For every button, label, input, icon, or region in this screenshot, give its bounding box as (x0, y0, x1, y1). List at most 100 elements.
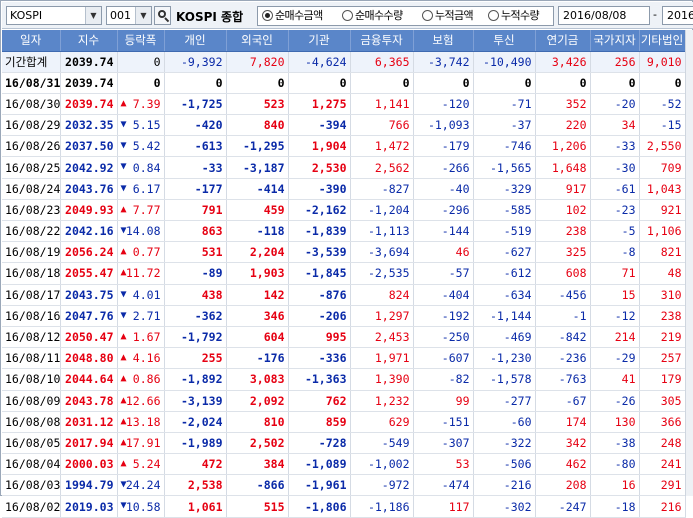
other-corp-cell: 2,550 (639, 135, 686, 158)
government-cell: -30 (590, 156, 640, 179)
financial-investment-cell: 1,141 (350, 93, 414, 116)
individual-cell: 531 (164, 241, 227, 264)
table-row[interactable]: 16/08/31 2039.74 0 0 0 0 0 0 0 0 0 0 (2, 72, 686, 94)
col-header-institution[interactable]: 기관 (288, 30, 351, 52)
table-row[interactable]: 16/08/29 2032.35 ▼ 5.15 -420 840 -394 766 -1,093… (2, 114, 686, 137)
index-cell: 2056.24 (60, 241, 118, 264)
index-cell: 2031.12 (60, 411, 118, 433)
financial-investment-cell: 629 (350, 411, 414, 433)
col-header-insurance[interactable]: 보험 (413, 30, 474, 52)
col-header-change[interactable]: 등락폭 (117, 30, 165, 52)
col-header-pension[interactable]: 연기금 (535, 30, 591, 52)
radio-cumulative-amount[interactable]: 누적금액 (422, 9, 474, 23)
radio-unselected-icon[interactable] (342, 10, 353, 21)
table-row[interactable]: 16/08/22 2042.16 ▼ 14.08 863 -118 -1,839 -1,113… (2, 220, 686, 243)
date-cell: 16/08/03 (2, 474, 61, 497)
col-header-financial-investment[interactable]: 금융투자 (350, 30, 414, 52)
table-row[interactable]: 16/08/26 2037.50 ▼ 5.42 -613 -1,295 1,904 1,472… (2, 135, 686, 158)
col-header-individual[interactable]: 개인 (164, 30, 227, 52)
date-to-field[interactable]: 2016/08/31 (662, 6, 693, 25)
investment-trust-cell: -612 (473, 262, 536, 285)
code-select[interactable]: 001 ▼ (106, 6, 152, 25)
table-row[interactable]: 16/08/23 2049.93 ▲ 7.77 791 459 -2,162 -1,204 -2… (2, 199, 686, 222)
table-row[interactable]: 16/08/17 2043.75 ▼ 4.01 438 142 -876 824 -404 -63… (2, 284, 686, 306)
financial-investment-cell: -1,113 (350, 220, 414, 243)
search-button[interactable] (154, 6, 171, 25)
summary-row[interactable]: 기간합계 2039.74 0 -9,392 7,820 -4,624 6,365 -3,742… (2, 51, 686, 73)
investment-trust-cell: -322 (473, 432, 536, 455)
government-cell: 15 (590, 284, 640, 306)
other-corp-cell: 48 (639, 262, 686, 285)
table-row[interactable]: 16/08/12 2050.47 ▲ 1.67 -1,792 604 995 2,453 -25… (2, 326, 686, 349)
change-value: 6.17 (132, 181, 161, 196)
institution-cell: -1,806 (288, 495, 351, 518)
table-row[interactable]: 16/08/04 2000.03 ▲ 5.24 472 384 -1,089 -1,002 53… (2, 453, 686, 476)
index-cell: 2043.76 (60, 178, 118, 200)
other-corp-cell: 257 (639, 347, 686, 370)
individual-cell: -177 (164, 178, 227, 200)
institution-cell: -728 (288, 432, 351, 455)
radio-net-buy-volume[interactable]: 순매수수량 (342, 9, 403, 23)
radio-selected-icon[interactable] (262, 10, 273, 21)
index-cell: 2042.16 (60, 220, 118, 243)
col-header-government[interactable]: 국가지자 (590, 30, 640, 52)
other-corp-cell: 0 (639, 72, 686, 94)
individual-cell: -613 (164, 135, 227, 158)
col-header-other-corp[interactable]: 기타법인 (639, 30, 686, 52)
investment-trust-cell: -10,490 (473, 51, 536, 73)
date-from-field[interactable]: 2016/08/08 (558, 6, 650, 25)
table-row[interactable]: 16/08/09 2043.78 ▲ 12.66 -3,139 2,092 762 1,232… (2, 390, 686, 412)
index-cell: 2037.50 (60, 135, 118, 158)
table-row[interactable]: 16/08/30 2039.74 ▲ 7.39 -1,725 523 1,275 1,141-… (2, 93, 686, 116)
vertical-scrollbar[interactable] (685, 30, 693, 496)
change-value: 0 (153, 75, 161, 90)
other-corp-cell: 216 (639, 495, 686, 518)
financial-investment-cell: 1,390 (350, 368, 414, 391)
table-row[interactable]: 16/08/18 2055.47 ▲ 11.72 -89 1,903 -1,845 -2,53… (2, 262, 686, 285)
table-row[interactable]: 16/08/03 1994.79 ▼ 24.24 2,538 -866 -1,961 -972… (2, 474, 686, 497)
triangle-up-icon: ▲ (120, 352, 127, 364)
pension-cell: -763 (535, 368, 591, 391)
table-row[interactable]: 16/08/24 2043.76 ▼ 6.17 -177 -414 -390 -827 -40-… (2, 178, 686, 200)
financial-investment-cell: 6,365 (350, 51, 414, 73)
table-row[interactable]: 16/08/11 2048.80 ▲ 4.16 255 -176 -336 1,971 -607… (2, 347, 686, 370)
table-row[interactable]: 16/08/16 2047.76 ▼ 2.71 -362 346 -206 1,297 -192… (2, 305, 686, 327)
date-cell: 16/08/05 (2, 432, 61, 455)
other-corp-cell: 310 (639, 284, 686, 306)
individual-cell: -9,392 (164, 51, 227, 73)
change-cell: ▲ 7.77 (117, 199, 165, 222)
foreign-cell: 142 (226, 284, 289, 306)
other-corp-cell: 238 (639, 305, 686, 327)
insurance-cell: -40 (413, 178, 474, 200)
date-cell: 기간합계 (2, 51, 61, 73)
col-header-foreign[interactable]: 외국인 (226, 30, 289, 52)
date-cell: 16/08/10 (2, 368, 61, 391)
change-cell: ▲ 11.72 (117, 262, 165, 285)
investment-trust-cell: -60 (473, 411, 536, 433)
market-select[interactable]: KOSPI ▼ (6, 6, 102, 25)
institution-cell: -3,539 (288, 241, 351, 264)
table-row[interactable]: 16/08/08 2031.12 ▲ 13.18 -2,024 810 859 629 -151… (2, 411, 686, 433)
col-header-index[interactable]: 지수 (60, 30, 118, 52)
table-row[interactable]: 16/08/19 2056.24 ▲ 0.77 531 2,204 -3,539 -3,694… (2, 241, 686, 264)
index-cell: 2039.74 (60, 72, 118, 94)
radio-cumulative-volume[interactable]: 누적수량 (488, 9, 540, 23)
col-header-investment-trust[interactable]: 투신 (473, 30, 536, 52)
table-row[interactable]: 16/08/25 2042.92 ▼ 0.84 -33 -3,187 2,530 2,562-… (2, 156, 686, 179)
change-cell: ▲ 13.18 (117, 411, 165, 433)
table-row[interactable]: 16/08/10 2044.64 ▲ 0.86 -1,892 3,083 -1,363 1,3… (2, 368, 686, 391)
radio-net-buy-amount[interactable]: 순매수금액 (262, 9, 323, 23)
investment-trust-cell: -506 (473, 453, 536, 476)
table-row[interactable]: 16/08/05 2017.94 ▲ 17.91 -1,989 2,502 -728 -549… (2, 432, 686, 455)
radio-unselected-icon[interactable] (422, 10, 433, 21)
triangle-down-icon: ▼ (120, 182, 127, 194)
table-row[interactable]: 16/08/02 2019.03 ▼ 10.58 1,061 515 -1,806 -1,18… (2, 495, 686, 518)
date-cell: 16/08/18 (2, 262, 61, 285)
chevron-down-icon[interactable]: ▼ (135, 7, 151, 24)
chevron-down-icon[interactable]: ▼ (85, 7, 101, 24)
individual-cell: -2,024 (164, 411, 227, 433)
other-corp-cell: 305 (639, 390, 686, 412)
radio-unselected-icon[interactable] (488, 10, 499, 21)
pension-cell: 102 (535, 199, 591, 222)
col-header-date[interactable]: 일자 (2, 30, 61, 52)
